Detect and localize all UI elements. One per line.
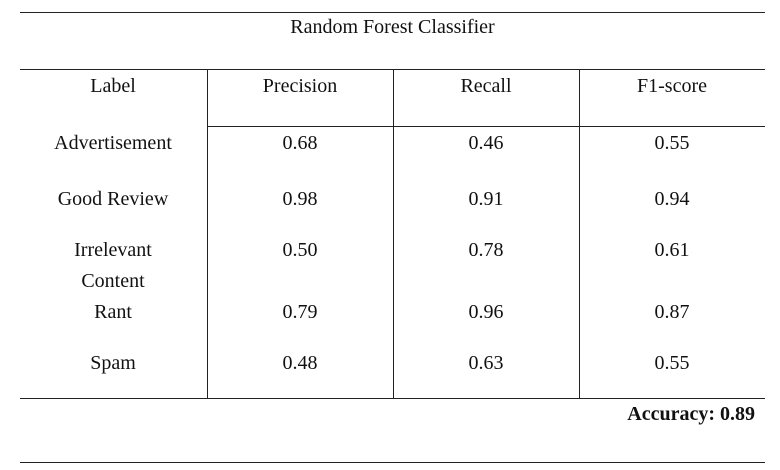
cell-value: 0.87 [654, 300, 690, 323]
cell-value: 0.96 [468, 300, 504, 323]
row-label: Good Review [57, 187, 169, 210]
row-label: Spam [90, 351, 136, 374]
table-title: Random Forest Classifier [290, 16, 495, 38]
cell-value: 0.50 [282, 238, 318, 261]
column-header: Label [90, 74, 136, 97]
cell-value: 0.91 [468, 187, 504, 210]
accuracy: Accuracy: 0.89 [627, 403, 755, 425]
cell-value: 0.61 [654, 238, 690, 261]
rule [20, 69, 765, 70]
cell-value: 0.55 [654, 131, 690, 154]
rule [20, 12, 765, 13]
column-header: F1-score [637, 74, 707, 97]
cell-value: 0.78 [468, 238, 504, 261]
row-label: Irrelevant Content [74, 238, 152, 292]
cell-value: 0.63 [468, 351, 504, 374]
column-header: Recall [460, 74, 512, 97]
column-divider [393, 69, 394, 398]
column-divider [579, 69, 580, 398]
cell-value: 0.46 [468, 131, 504, 154]
row-label: Rant [94, 300, 132, 323]
row-label: Advertisement [54, 131, 172, 154]
column-divider [207, 69, 208, 398]
cell-value: 0.98 [282, 187, 318, 210]
rule [207, 126, 765, 127]
cell-value: 0.68 [282, 131, 318, 154]
rule [20, 462, 765, 463]
column-header: Precision [262, 74, 338, 97]
rule [20, 398, 765, 399]
cell-value: 0.79 [282, 300, 318, 323]
cell-value: 0.94 [654, 187, 690, 210]
cell-value: 0.55 [654, 351, 690, 374]
cell-value: 0.48 [282, 351, 318, 374]
